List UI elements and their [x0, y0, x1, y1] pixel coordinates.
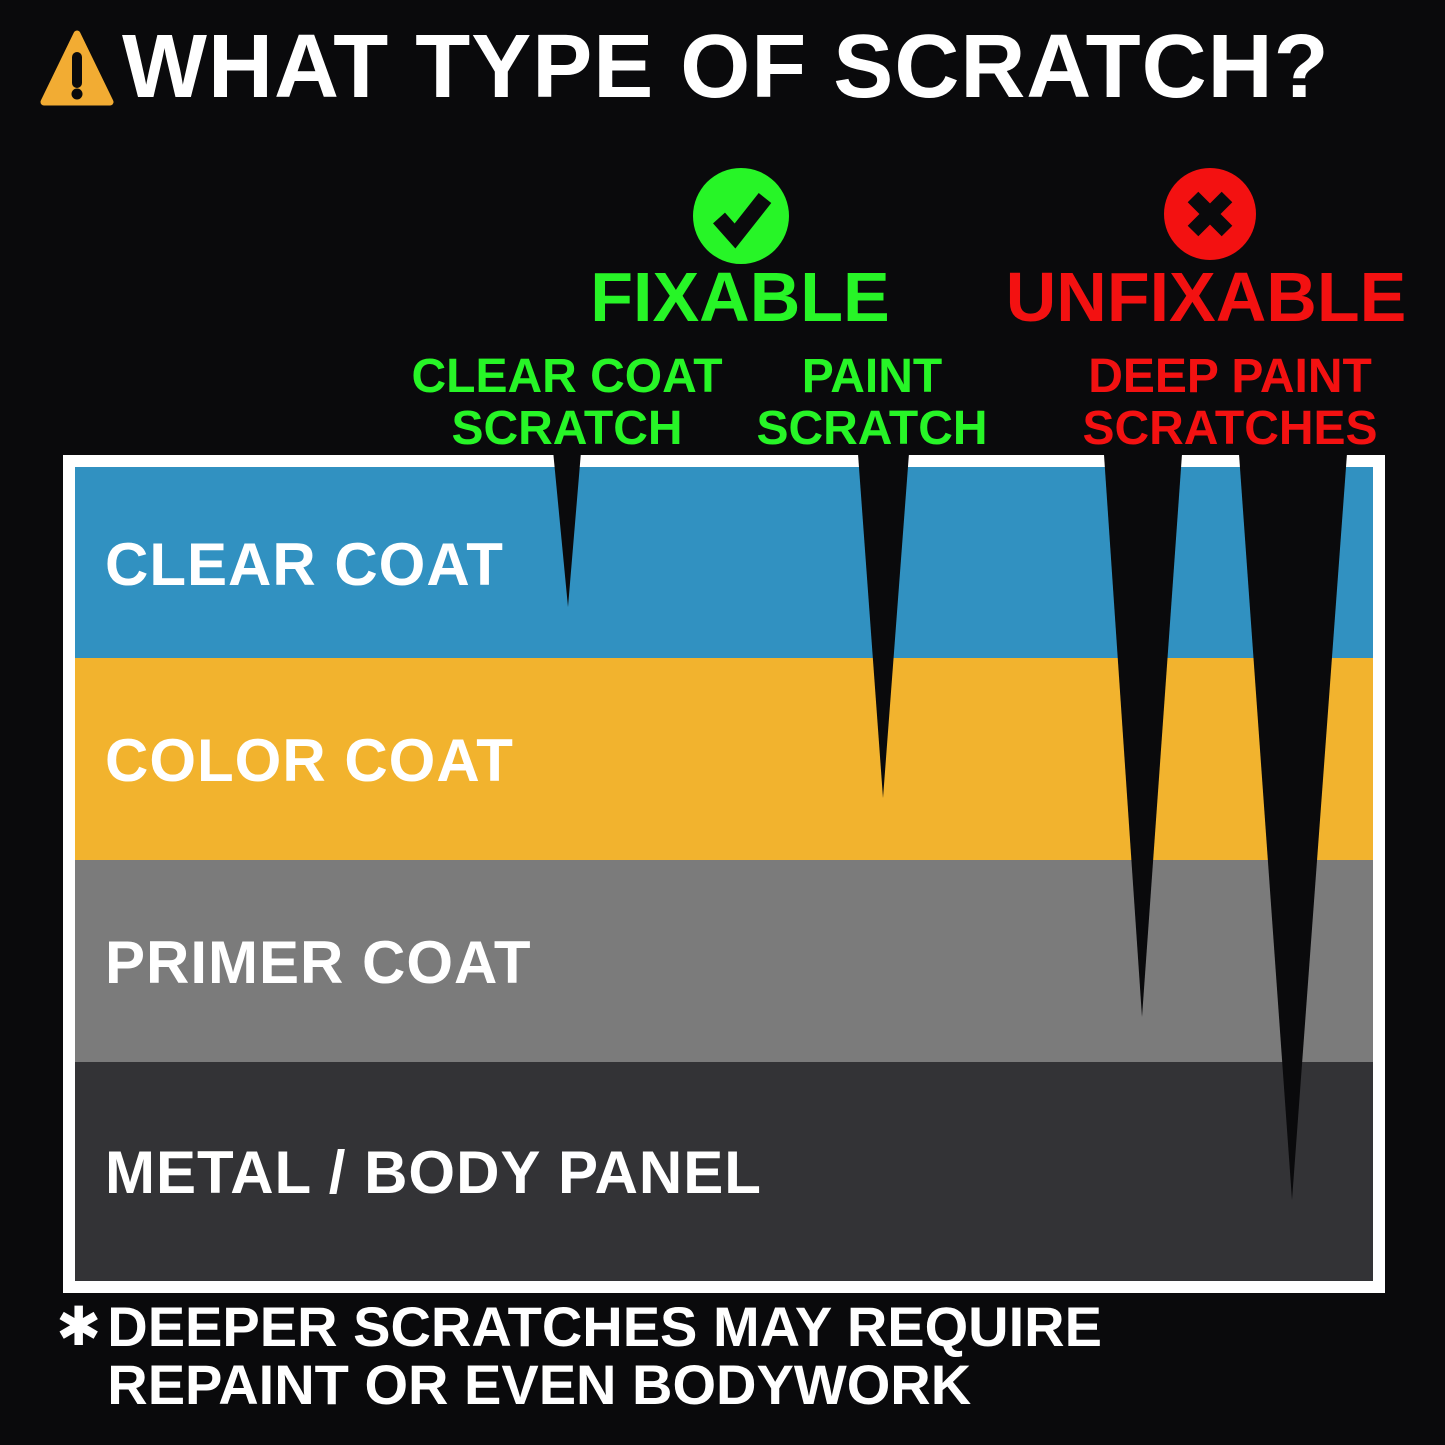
layer-label-color-coat: COLOR COAT	[105, 727, 514, 794]
fixable-label: FIXABLE	[590, 258, 890, 336]
deep-paint-scratches-label-line2: SCRATCHES	[1082, 402, 1378, 455]
check-circle-icon	[693, 168, 789, 264]
header: WHAT TYPE OF SCRATCH?	[40, 22, 1330, 112]
clear-coat-scratch-label-line1: CLEAR COAT	[411, 350, 723, 403]
page-title: WHAT TYPE OF SCRATCH?	[122, 17, 1330, 117]
footnote-line1: DEEPER SCRATCHES MAY REQUIRE	[107, 1295, 1102, 1358]
layer-label-metal-body-panel: METAL / BODY PANEL	[105, 1139, 762, 1206]
deep-paint-scratch-wedge-2	[1238, 440, 1348, 1200]
layer-label-clear-coat: CLEAR COAT	[105, 531, 504, 598]
clear-coat-scratch-wedge	[552, 440, 582, 607]
layer-primer-coat	[75, 860, 1373, 1062]
footnote: ✱ DEEPER SCRATCHES MAY REQUIRE REPAINT O…	[56, 1298, 1102, 1414]
paint-scratch-wedge	[857, 440, 910, 798]
layer-label-primer-coat: PRIMER COAT	[105, 929, 532, 996]
deep-paint-scratch-wedge-1	[1103, 440, 1183, 1017]
deep-paint-scratches-label-line1: DEEP PAINT	[1088, 350, 1372, 403]
deep-paint-scratches-label: DEEP PAINT SCRATCHES	[1030, 351, 1430, 455]
clear-coat-scratch-label-line2: SCRATCH	[451, 402, 683, 455]
paint-scratch-label: PAINT SCRATCH	[672, 351, 1072, 455]
asterisk-icon: ✱	[56, 1297, 102, 1357]
paint-scratch-label-line2: SCRATCH	[756, 402, 988, 455]
paint-scratch-label-line1: PAINT	[801, 350, 943, 403]
clear-coat-scratch-label: CLEAR COAT SCRATCH	[367, 351, 767, 455]
footnote-line2: REPAINT OR EVEN BODYWORK	[107, 1353, 972, 1416]
paint-layers-diagram: CLEAR COAT COLOR COAT PRIMER COAT METAL …	[63, 440, 1385, 1293]
layer-metal-body-panel	[75, 1062, 1373, 1281]
x-circle-icon	[1164, 168, 1256, 260]
unfixable-label: UNFIXABLE	[1005, 258, 1407, 336]
warning-triangle-icon	[40, 30, 114, 106]
